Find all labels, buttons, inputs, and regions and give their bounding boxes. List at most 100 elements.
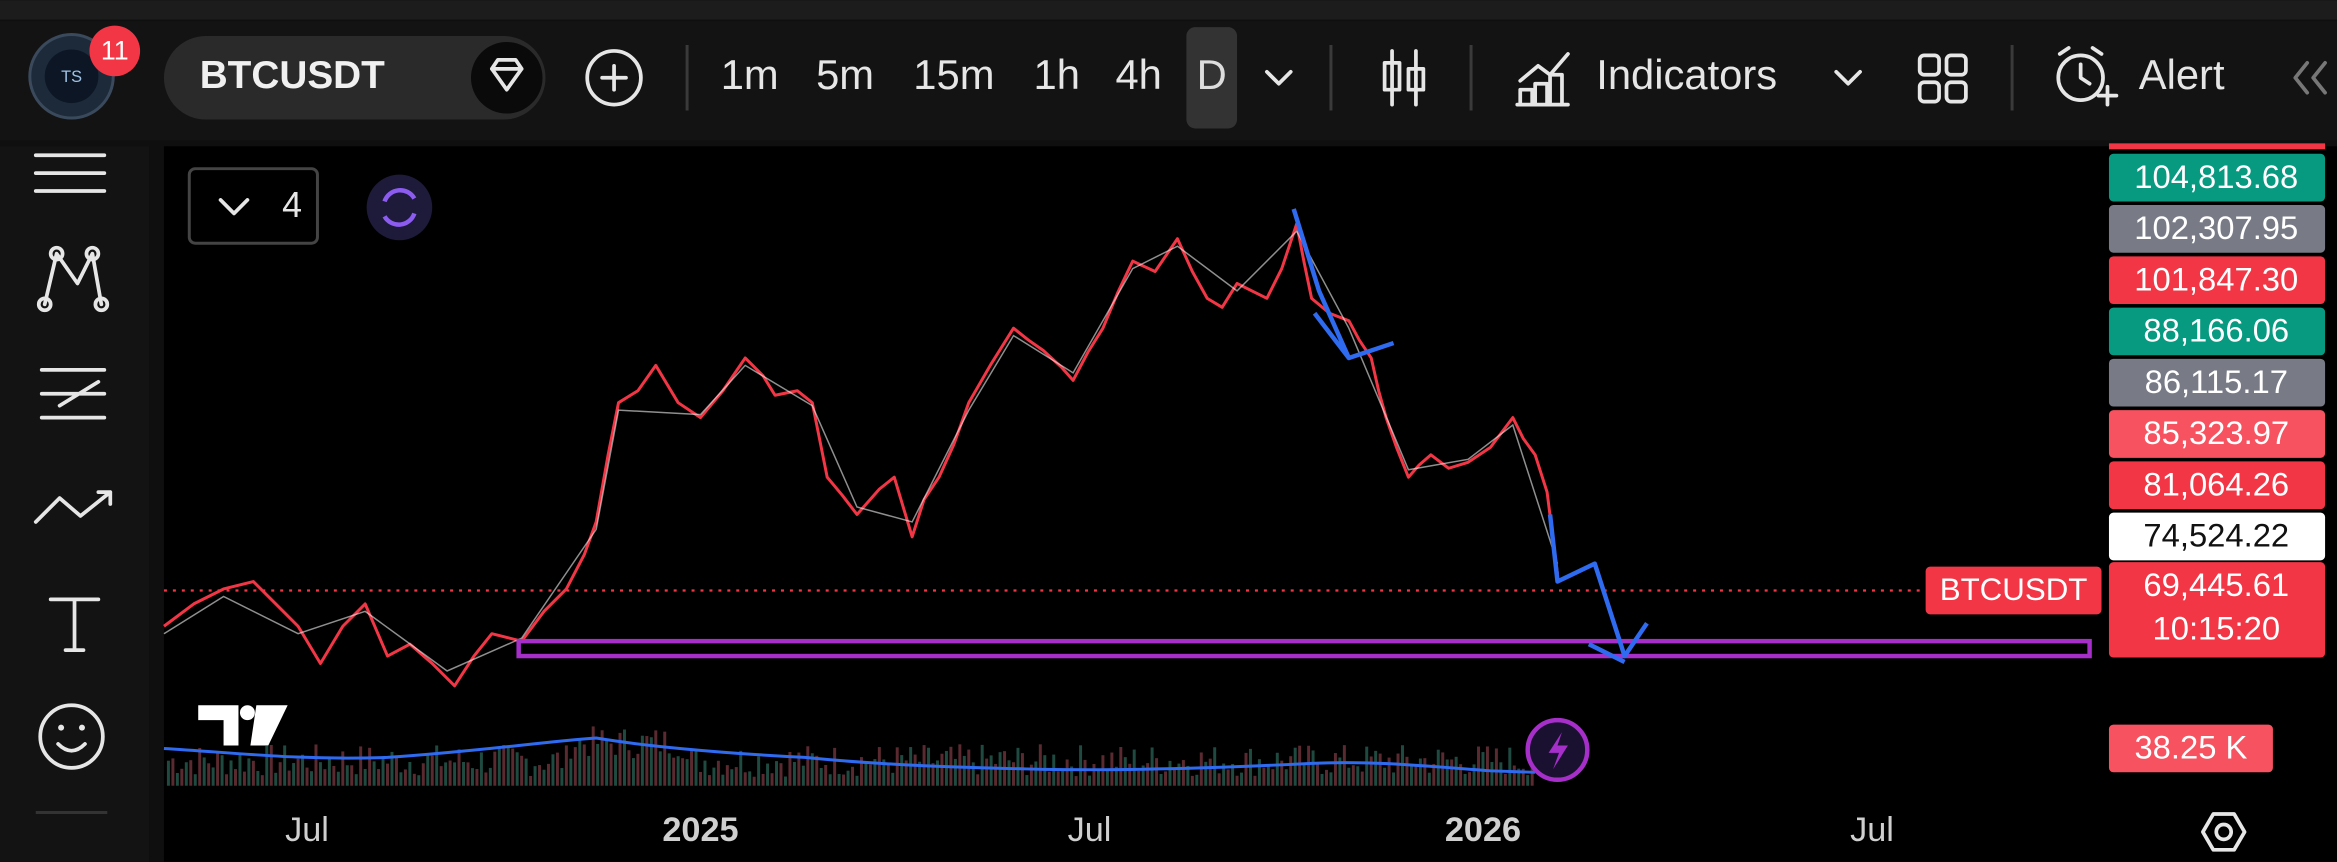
volume-bar	[1146, 763, 1150, 786]
volume-bar	[940, 753, 944, 786]
tool-text[interactable]	[48, 597, 101, 652]
volume-bar	[546, 763, 550, 786]
volume-bar	[1047, 771, 1051, 786]
volume-bar	[216, 751, 220, 786]
volume-bar	[1512, 765, 1516, 786]
volume-bar	[618, 732, 622, 786]
indicators-dropdown[interactable]	[1834, 69, 1862, 86]
interval[interactable]: 5m	[816, 51, 874, 98]
support-zone[interactable]	[516, 638, 2092, 659]
volume-bar	[971, 762, 975, 786]
volume-bar	[202, 757, 206, 786]
chart-type-button[interactable]	[1382, 49, 1426, 107]
collapse-button[interactable]	[2293, 60, 2327, 95]
tool-trend[interactable]	[33, 490, 113, 524]
volume-bar	[935, 760, 939, 786]
volume-bar	[457, 749, 461, 786]
volume-bar	[672, 757, 676, 786]
layout-button[interactable]	[1917, 53, 1968, 104]
volume-bar	[1477, 746, 1481, 786]
volume-bar	[859, 757, 863, 786]
interval[interactable]: 1m	[721, 51, 779, 98]
volume-bar	[1150, 747, 1154, 786]
volume-bar	[1038, 744, 1042, 786]
volume-bar	[1365, 746, 1369, 786]
interval[interactable]: 15m	[913, 51, 994, 98]
interval[interactable]: D	[1197, 51, 1227, 98]
volume-bars	[166, 726, 1534, 786]
volume-bar	[1074, 776, 1078, 786]
symbol-pill[interactable]	[163, 36, 546, 120]
volume-bar	[573, 747, 577, 786]
tool-pattern[interactable]	[36, 245, 110, 313]
volume-bar	[958, 744, 962, 786]
volume-bar	[1208, 758, 1212, 786]
volume-bar	[1441, 752, 1445, 786]
volume-bar	[895, 747, 899, 786]
lightning-button[interactable]	[1525, 717, 1590, 782]
symbol[interactable]: BTCUSDT	[200, 54, 385, 97]
tool-lines[interactable]	[33, 153, 107, 193]
volume-bar	[412, 773, 416, 786]
volume-bar	[699, 772, 702, 786]
volume-bar	[229, 760, 233, 786]
volume-bar	[855, 775, 859, 786]
alert-label[interactable]: Alert	[2139, 51, 2225, 98]
interval[interactable]: 4h	[1115, 51, 1161, 98]
price-label-box	[2108, 512, 2326, 561]
volume-bar	[1092, 764, 1096, 786]
diamond-button[interactable]	[470, 41, 543, 114]
tool-emoji[interactable]	[38, 703, 105, 770]
volume-bar	[1329, 772, 1333, 786]
price-label: 102,307.95	[2134, 209, 2298, 246]
volume-bar	[1016, 747, 1020, 786]
volume-bar	[1494, 748, 1498, 786]
volume-bar	[399, 772, 403, 786]
price-label: 88,166.06	[2143, 312, 2289, 349]
alert-icon[interactable]	[2056, 46, 2119, 107]
projection-arrow[interactable]	[1547, 514, 1649, 665]
volume-bar	[1378, 753, 1382, 786]
add-button[interactable]	[585, 49, 643, 107]
volume-bar	[587, 755, 591, 786]
volume-bar	[1235, 775, 1239, 786]
volume-bar	[417, 775, 421, 786]
volume-bar	[1159, 773, 1163, 786]
volume-bar	[332, 765, 336, 786]
volume-bar	[1083, 759, 1087, 786]
volume-bar	[1383, 767, 1387, 786]
time-label: Jul	[285, 811, 329, 849]
volume-bar	[627, 750, 631, 786]
interval[interactable]: 1h	[1034, 51, 1080, 98]
volume-bar	[716, 760, 720, 786]
volume-bar	[569, 758, 573, 786]
indicators-label[interactable]: Indicators	[1596, 51, 1777, 98]
volume-bar	[649, 737, 653, 786]
volume-bar	[1088, 775, 1091, 786]
volume-bar	[614, 754, 618, 786]
volume-bar	[623, 729, 626, 786]
drawn-arrow[interactable]	[1291, 208, 1395, 361]
volume-bar	[265, 745, 269, 786]
volume-bar	[1423, 758, 1427, 786]
tool-fib[interactable]	[39, 368, 107, 420]
volume-bar	[1342, 745, 1346, 786]
volume-bar	[515, 752, 519, 786]
layout-selector[interactable]	[187, 167, 319, 245]
time-label: 2026	[1445, 811, 1521, 849]
volume-bar	[775, 761, 779, 786]
tradingview-logo	[198, 705, 288, 746]
volume-bar	[1079, 745, 1083, 786]
volume-bar	[931, 763, 935, 786]
price-label-box	[2108, 205, 2326, 253]
volume-bar	[1298, 745, 1302, 786]
sync-button[interactable]	[366, 174, 433, 241]
volume-bar	[242, 771, 246, 786]
indicators-icon[interactable]	[1515, 52, 1570, 107]
symbol-tag	[1925, 566, 2102, 615]
interval-dropdown[interactable]	[1265, 69, 1293, 86]
volume-bar	[1311, 750, 1315, 786]
sidebar	[0, 146, 150, 862]
settings-button[interactable]	[2200, 812, 2247, 852]
volume-bar	[1302, 764, 1306, 786]
